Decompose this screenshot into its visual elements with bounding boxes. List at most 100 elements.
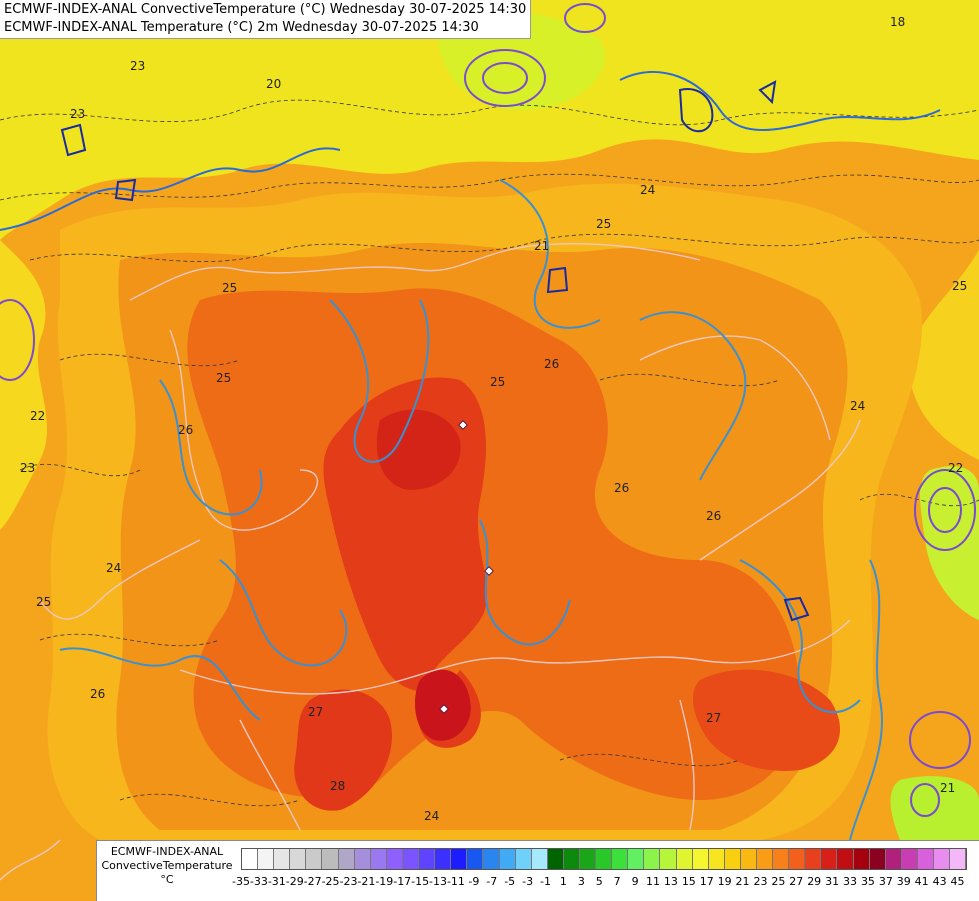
- colorbar-swatch: [322, 849, 339, 869]
- colorbar-tick-label: -21: [357, 875, 376, 888]
- colorbar-tick-label: 41: [914, 875, 929, 888]
- cool-region-north: [0, 0, 979, 240]
- colorbar-tick-label: 35: [860, 875, 875, 888]
- contour-line: [739, 559, 861, 714]
- contour-line: [159, 379, 263, 516]
- colorbar-swatch: [354, 849, 371, 869]
- colorbar-swatch: [644, 849, 661, 869]
- colorbar-swatch: [885, 849, 902, 869]
- colorbar-tick-label: 3: [577, 875, 585, 888]
- colorbar-tick-label: 13: [663, 875, 678, 888]
- colorbar-swatch: [853, 849, 870, 869]
- contour-label: 24: [640, 183, 655, 197]
- colorbar-swatch: [917, 849, 935, 869]
- contour-label: 25: [952, 279, 967, 293]
- colorbar-swatch: [386, 849, 403, 869]
- colorbar-swatch: [531, 849, 548, 869]
- colorbar-swatch: [370, 849, 387, 869]
- contour-line: [0, 147, 341, 231]
- map-title-box: ECMWF-INDEX-ANAL ConvectiveTemperature (…: [0, 0, 532, 39]
- legend-model: ECMWF-INDEX-ANAL: [110, 845, 224, 858]
- contour-label: 25: [222, 281, 237, 295]
- colorbar-swatch: [515, 849, 532, 869]
- colorbar-swatch: [274, 849, 291, 869]
- colorbar-tick-label: -31: [267, 875, 286, 888]
- isotherm-line: [39, 633, 741, 767]
- colorbar-tick-label: 21: [735, 875, 750, 888]
- border-line: [639, 335, 831, 441]
- colorbar-tick-label: -33: [249, 875, 268, 888]
- marker: [484, 566, 494, 576]
- colorbar-tick-label: 9: [631, 875, 639, 888]
- contour-ring: [758, 80, 777, 105]
- contour-ring: [464, 49, 546, 107]
- colorbar-tick-label: -19: [375, 875, 394, 888]
- contour-ring: [678, 88, 714, 133]
- contour-ring: [60, 123, 87, 157]
- colorbar-swatch: [242, 849, 259, 869]
- contour-ring: [914, 469, 976, 551]
- contour-label: 23: [20, 461, 35, 475]
- colorbar-swatch: [773, 849, 790, 869]
- colorbar-swatch: [419, 849, 436, 869]
- color-legend: ECMWF-INDEX-ANAL ConvectiveTemperature °…: [96, 840, 979, 901]
- contour-label: 28: [330, 779, 345, 793]
- contour-ring: [564, 3, 606, 33]
- colorbar-swatch: [451, 849, 468, 869]
- isotherm-line: [59, 353, 781, 387]
- legend-unit: °C: [160, 873, 174, 886]
- contour-label: 25: [216, 371, 231, 385]
- legend-variable: ConvectiveTemperature: [101, 859, 233, 872]
- title-temperature: ECMWF-INDEX-ANAL Temperature (°C) 2m Wed…: [4, 20, 479, 35]
- contour-line: [639, 311, 747, 481]
- colorbar-swatch: [467, 849, 484, 869]
- contour-label: 26: [90, 687, 105, 701]
- colorbar: [241, 848, 968, 870]
- contour-line: [619, 71, 941, 131]
- contour-line: [499, 179, 601, 329]
- isotherm-line: [19, 463, 979, 507]
- contour-label: 23: [70, 107, 85, 121]
- colorbar-ticks: -35 -33 -31 -29 -27 -25 -23 -21 -19 -17 -15 -13 -11-…: [232, 875, 977, 891]
- hotter-zone: [187, 288, 801, 800]
- colorbar-swatch: [483, 849, 500, 869]
- colorbar-tick-label: -29: [285, 875, 304, 888]
- colorbar-swatch: [612, 849, 629, 869]
- contour-line: [59, 647, 261, 721]
- colorbar-swatch: [708, 849, 725, 869]
- purple-contours: [0, 3, 976, 817]
- contour-label: 25: [596, 217, 611, 231]
- colorbar-tick-label: 39: [896, 875, 911, 888]
- colorbar-tick-label: 17: [699, 875, 714, 888]
- colorbar-tick-label: 19: [717, 875, 732, 888]
- border-line: [129, 243, 701, 301]
- colorbar-swatch: [805, 849, 822, 869]
- contour-ring: [909, 711, 971, 769]
- isotherm-line: [119, 793, 301, 807]
- colorbar-tick-label: 29: [807, 875, 822, 888]
- contour-label: 25: [36, 595, 51, 609]
- colorbar-swatch: [934, 849, 951, 869]
- contour-label: 26: [544, 357, 559, 371]
- colorbar-swatch: [724, 849, 741, 869]
- colorbar-tick-label: -5: [504, 875, 516, 888]
- colorbar-tick-label: 11: [645, 875, 660, 888]
- marker: [439, 704, 449, 714]
- border-line: [0, 839, 61, 881]
- colorbar-tick-label: 23: [753, 875, 768, 888]
- very-hot-zone-east: [693, 669, 840, 771]
- contour-label: 18: [890, 15, 905, 29]
- country-borders: [0, 243, 861, 881]
- colorbar-swatch: [547, 849, 564, 869]
- colorbar-swatch: [402, 849, 420, 869]
- contour-ring: [114, 178, 137, 202]
- colorbar-swatch: [660, 849, 677, 869]
- contour-label: 21: [534, 239, 549, 253]
- contour-labels: 23 23 23 22 22 20 18 24 24 24 24 25 25 2…: [20, 15, 967, 823]
- yellow-region-east: [908, 250, 979, 460]
- border-line: [239, 719, 301, 831]
- colorbar-tick-label: 33: [843, 875, 858, 888]
- colorbar-swatch: [499, 849, 516, 869]
- colorbar-tick-label: 43: [932, 875, 947, 888]
- colorbar-swatch: [901, 849, 918, 869]
